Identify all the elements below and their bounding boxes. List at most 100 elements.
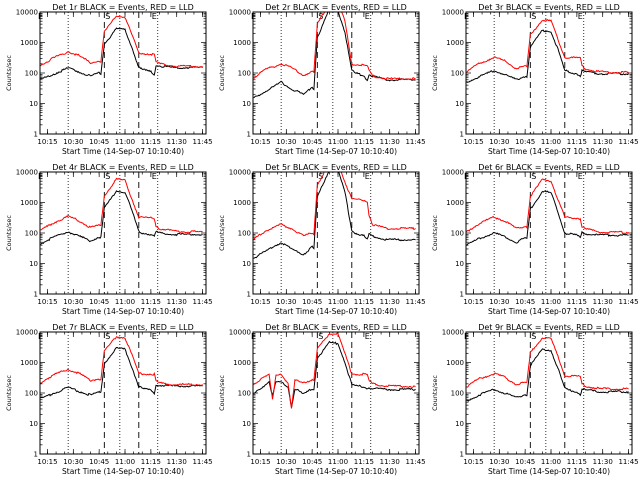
event-letter-marker: S bbox=[105, 172, 110, 181]
y-tick-label: 1 bbox=[34, 291, 38, 299]
y-axis-label: Counts/sec bbox=[5, 215, 13, 251]
x-tick-label: 10:45 bbox=[302, 298, 322, 306]
x-tick-label: 11:30 bbox=[593, 458, 613, 466]
event-letter-marker: E bbox=[152, 12, 157, 21]
events-series-line bbox=[253, 340, 416, 408]
event-letter-marker: E bbox=[578, 332, 583, 341]
y-tick-label: 1 bbox=[247, 451, 251, 459]
event-letter-marker: S bbox=[531, 12, 536, 21]
x-tick-label: 11:45 bbox=[618, 298, 638, 306]
x-axis-label: Start Time (14-Sep-07 10:10:40) bbox=[62, 147, 184, 156]
plot-frame bbox=[465, 11, 633, 135]
x-axis-label: Start Time (14-Sep-07 10:10:40) bbox=[275, 147, 397, 156]
events-series-line bbox=[40, 27, 203, 80]
x-tick-label: 10:45 bbox=[89, 138, 109, 146]
y-axis-label: Counts/sec bbox=[218, 215, 226, 251]
plot-frame bbox=[252, 331, 420, 455]
events-series-line bbox=[40, 190, 203, 245]
chart-panel: Det 2r BLACK = Events, RED = LLD Counts/s… bbox=[218, 3, 426, 156]
y-tick-label: 1 bbox=[34, 131, 38, 139]
lld-series-line bbox=[466, 336, 629, 391]
y-tick-label: 100 bbox=[451, 70, 464, 78]
y-tick-label: 100 bbox=[238, 390, 251, 398]
events-series-line bbox=[466, 190, 629, 246]
y-tick-label: 1000 bbox=[446, 39, 464, 47]
x-tick-label: 11:00 bbox=[541, 138, 561, 146]
y-tick-label: 100 bbox=[451, 390, 464, 398]
chart-panel: Det 3r BLACK = Events, RED = LLD Counts/s… bbox=[431, 3, 639, 156]
y-tick-label: 10000 bbox=[442, 169, 464, 177]
panel-title: Det 6r BLACK = Events, RED = LLD bbox=[478, 163, 620, 172]
series-group bbox=[40, 336, 203, 399]
event-letter-marker: E bbox=[365, 12, 370, 21]
event-letter-marker: S bbox=[318, 172, 323, 181]
y-tick-label: 10000 bbox=[229, 169, 251, 177]
x-tick-label: 11:45 bbox=[618, 138, 638, 146]
lld-series-line bbox=[466, 178, 629, 234]
x-axis-label: Start Time (14-Sep-07 10:10:40) bbox=[488, 147, 610, 156]
panel-title: Det 4r BLACK = Events, RED = LLD bbox=[52, 163, 194, 172]
x-tick-label: 11:00 bbox=[541, 298, 561, 306]
events-series-line bbox=[40, 347, 203, 399]
x-tick-label: 11:30 bbox=[167, 298, 187, 306]
event-letter-marker: E bbox=[38, 172, 43, 181]
event-letter-marker: E bbox=[38, 332, 43, 341]
plot-frame bbox=[465, 171, 633, 295]
y-tick-label: 10 bbox=[29, 100, 38, 108]
x-tick-label: 11:30 bbox=[167, 138, 187, 146]
plot-frame bbox=[39, 11, 207, 135]
x-axis-label: Start Time (14-Sep-07 10:10:40) bbox=[62, 467, 184, 476]
plot-frame bbox=[252, 11, 420, 135]
x-tick-label: 11:00 bbox=[328, 458, 348, 466]
y-tick-label: 100 bbox=[25, 390, 38, 398]
y-tick-label: 10 bbox=[29, 260, 38, 268]
axis-ticks bbox=[40, 11, 206, 135]
x-tick-label: 10:30 bbox=[63, 138, 83, 146]
y-tick-label: 100 bbox=[25, 70, 38, 78]
event-letter-marker: S bbox=[318, 332, 323, 341]
series-group bbox=[466, 18, 629, 83]
x-tick-label: 10:15 bbox=[463, 138, 483, 146]
y-tick-label: 10000 bbox=[16, 9, 38, 17]
y-tick-label: 1 bbox=[247, 291, 251, 299]
y-tick-label: 1000 bbox=[20, 39, 38, 47]
series-group bbox=[466, 178, 629, 246]
y-tick-label: 1000 bbox=[233, 359, 251, 367]
event-letter-marker: S bbox=[105, 332, 110, 341]
axis-ticks bbox=[253, 11, 419, 135]
x-tick-label: 11:00 bbox=[115, 298, 135, 306]
y-tick-label: 100 bbox=[238, 70, 251, 78]
x-tick-label: 10:30 bbox=[276, 298, 296, 306]
x-tick-label: 10:15 bbox=[37, 458, 57, 466]
x-tick-label: 11:15 bbox=[354, 298, 374, 306]
event-letter-marker: E bbox=[365, 172, 370, 181]
chart-panel: Det 5r BLACK = Events, RED = LLD Counts/s… bbox=[218, 163, 426, 316]
x-axis-label: Start Time (14-Sep-07 10:10:40) bbox=[488, 467, 610, 476]
axis-ticks bbox=[40, 331, 206, 455]
x-tick-label: 11:45 bbox=[405, 298, 425, 306]
y-tick-label: 1000 bbox=[233, 39, 251, 47]
x-tick-label: 11:45 bbox=[405, 458, 425, 466]
panel-title: Det 2r BLACK = Events, RED = LLD bbox=[265, 3, 407, 12]
event-letter-marker: E bbox=[464, 12, 469, 21]
lld-series-line bbox=[253, 12, 416, 81]
events-series-line bbox=[253, 172, 416, 259]
x-tick-label: 11:00 bbox=[328, 298, 348, 306]
series-group bbox=[253, 172, 416, 259]
event-letter-marker: E bbox=[578, 12, 583, 21]
x-tick-label: 10:30 bbox=[63, 458, 83, 466]
x-axis-label: Start Time (14-Sep-07 10:10:40) bbox=[62, 307, 184, 316]
event-letter-marker: E bbox=[152, 332, 157, 341]
x-tick-label: 10:30 bbox=[276, 458, 296, 466]
y-tick-label: 1 bbox=[460, 131, 464, 139]
y-tick-label: 10 bbox=[455, 420, 464, 428]
x-tick-label: 10:15 bbox=[463, 298, 483, 306]
x-tick-label: 10:15 bbox=[250, 458, 270, 466]
x-tick-label: 11:15 bbox=[567, 138, 587, 146]
event-letter-marker: S bbox=[531, 172, 536, 181]
x-tick-label: 11:15 bbox=[567, 298, 587, 306]
event-lines bbox=[67, 172, 159, 294]
events-series-line bbox=[253, 12, 416, 99]
x-tick-label: 10:45 bbox=[515, 458, 535, 466]
